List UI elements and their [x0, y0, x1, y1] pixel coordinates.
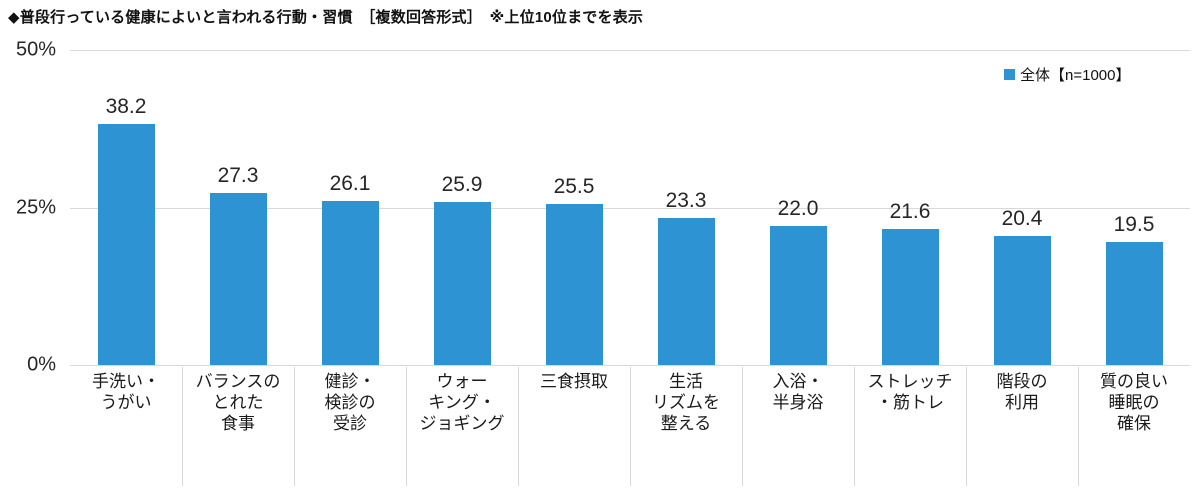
bar-value-label: 25.5 [553, 175, 595, 199]
x-axis-category-label: 三食摂取 [540, 372, 608, 391]
bar-value-label: 25.9 [441, 172, 483, 196]
bar-ウォーキング・ジョギング [433, 201, 491, 365]
category-divider [1078, 367, 1079, 486]
category-divider [742, 367, 743, 486]
bar-value-label: 23.3 [665, 189, 707, 213]
category-divider [630, 367, 631, 486]
category-divider [294, 367, 295, 486]
chart-title: ◆普段行っている健康によいと言われる行動・習慣 ［複数回答形式］ ※上位10位ま… [8, 9, 644, 26]
legend-square-icon [1004, 69, 1015, 80]
bar-value-label: 21.6 [889, 199, 931, 223]
x-axis-category-label: 健診・ 検診の 受診 [324, 372, 376, 433]
x-axis-category-label: 手洗い・ うがい [92, 372, 160, 412]
bar-バランスのとれた食事 [209, 193, 267, 365]
y-axis-tick-label: 0% [27, 353, 56, 376]
bar-ストレッチ・筋トレ [881, 228, 939, 365]
y-axis-tick-label: 50% [15, 38, 56, 61]
bar-value-label: 26.1 [329, 171, 371, 195]
y-axis-tick-label: 25% [15, 196, 56, 218]
bar-value-label: 27.3 [217, 164, 259, 187]
bar-value-label: 22.0 [777, 197, 819, 221]
gridline-25% [70, 207, 1190, 209]
bar-value-label: 20.4 [1001, 207, 1043, 231]
x-axis-category-label: 階段の 利用 [996, 372, 1048, 412]
category-divider [406, 367, 407, 486]
legend-label: 全体【n=1000】 [1020, 67, 1131, 84]
bar-階段の利用 [993, 236, 1051, 365]
bar-value-label: 19.5 [1113, 213, 1155, 237]
bar-入浴・半身浴 [769, 226, 827, 365]
category-divider [966, 367, 967, 486]
bar-生活リズムを整える [657, 218, 715, 365]
chart-legend: 全体【n=1000】 [1004, 64, 1130, 85]
bar-健診・検診の受診 [321, 200, 379, 365]
x-axis-category-label: 生活 リズムを 整える [652, 372, 720, 433]
category-divider [518, 367, 519, 486]
bar-質の良い睡眠の確保 [1105, 242, 1163, 365]
x-axis-category-label: 質の良い 睡眠の 確保 [1100, 372, 1168, 433]
x-axis-category-label: バランスの とれた 食事 [195, 372, 281, 433]
x-axis-category-label: 入浴・ 半身浴 [772, 372, 824, 412]
gridline-0% [70, 365, 1190, 366]
gridline-50% [70, 50, 1190, 51]
x-axis-category-label: ウォー キング・ ジョギング [419, 372, 505, 433]
category-divider [854, 367, 855, 486]
bar-手洗い・うがい [97, 124, 155, 365]
bar-value-label: 38.2 [105, 95, 147, 119]
category-divider [182, 367, 183, 486]
x-axis-category-label: ストレッチ ・筋トレ [867, 372, 953, 412]
bar-三食摂取 [545, 204, 603, 365]
